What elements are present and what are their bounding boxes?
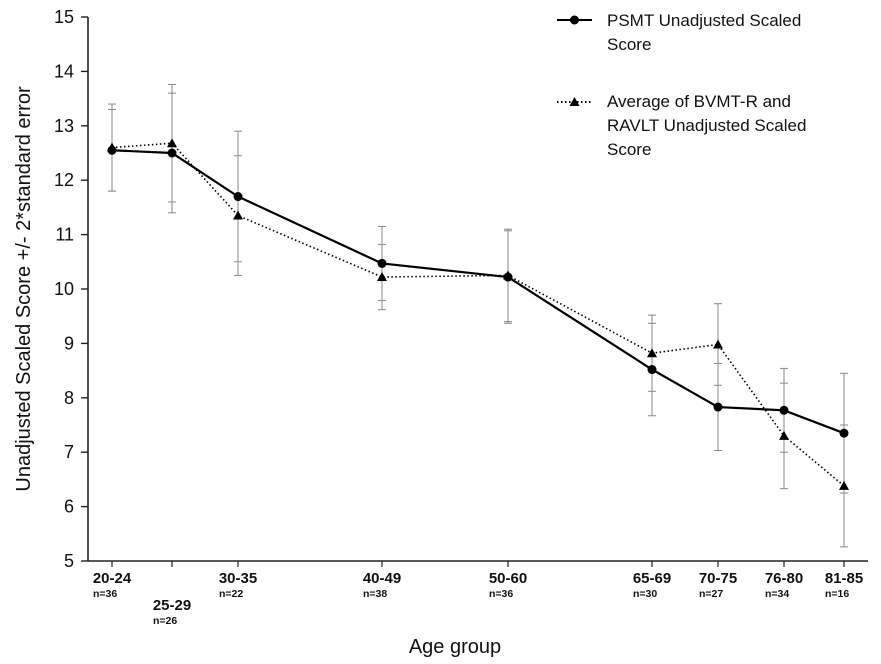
y-tick-label-9: 9: [64, 333, 74, 353]
n-label-30-35: n=22: [219, 588, 243, 600]
legend-label-psmt: PSMT Unadjusted Scaled Score: [607, 11, 806, 54]
y-tick-label-8: 8: [64, 388, 74, 408]
point-psmt-2: [233, 192, 243, 202]
series-markers: [107, 138, 849, 490]
x-tick-label-65-69: 65-69: [633, 570, 671, 587]
n-label-70-75: n=27: [699, 588, 723, 600]
x-tick-label-40-49: 40-49: [363, 570, 401, 587]
point-psmt-3: [377, 258, 387, 268]
legend-label-average: Average of BVMT-R and RAVLT Unadjusted S…: [607, 92, 811, 159]
legend-item-psmt: PSMT Unadjusted Scaled Score: [557, 11, 806, 54]
x-tick-label-76-80: 76-80: [765, 570, 803, 587]
legend-label-psmt-line-1: PSMT Unadjusted Scaled: [607, 11, 801, 30]
series-line-average: [111, 142, 845, 487]
legend-label-psmt-line-2: Score: [607, 35, 651, 54]
point-average-5: [647, 348, 657, 358]
n-label-25-29: n=26: [153, 615, 177, 627]
legend-label-average-line-2: RAVLT Unadjusted Scaled: [607, 116, 806, 135]
y-tick-label-14: 14: [54, 61, 74, 81]
point-average-6: [713, 339, 723, 349]
legend-label-average-line-1: Average of BVMT-R and: [607, 92, 791, 111]
point-average-3: [377, 272, 387, 282]
y-tick-label-10: 10: [54, 279, 74, 299]
x-tick-label-70-75: 70-75: [699, 570, 737, 587]
point-psmt-5: [647, 365, 657, 375]
legend-label-average-line-3: Score: [607, 140, 651, 159]
n-label-76-80: n=34: [765, 588, 789, 600]
point-average-8: [839, 480, 849, 490]
x-tick-label-25-29: 25-29: [153, 597, 191, 614]
y-tick-label-7: 7: [64, 442, 74, 462]
y-tick-label-11: 11: [55, 225, 74, 245]
y-axis-title: Unadjusted Scaled Score +/- 2*standard e…: [13, 86, 35, 492]
n-label-50-60: n=36: [489, 588, 513, 600]
legend-item-average: Average of BVMT-R and RAVLT Unadjusted S…: [557, 92, 811, 159]
point-psmt-1: [167, 148, 177, 158]
n-label-81-85: n=16: [825, 588, 849, 600]
y-tick-label-12: 12: [54, 170, 74, 190]
y-tick-label-15: 15: [54, 7, 74, 27]
error-bars: [108, 83, 848, 548]
y-tick-label-6: 6: [64, 497, 74, 517]
legend-marker-psmt: [570, 15, 579, 25]
legend-marker-average: [569, 97, 580, 106]
legend: PSMT Unadjusted Scaled Score Average of …: [557, 11, 811, 159]
point-average-1: [167, 138, 177, 148]
point-average-4: [503, 270, 513, 280]
y-axis-ticks: [81, 16, 845, 567]
n-label-40-49: n=38: [363, 588, 387, 600]
series-lines: [111, 142, 845, 487]
y-tick-label-5: 5: [64, 551, 74, 571]
series-line-psmt: [111, 149, 845, 435]
point-psmt-8: [839, 428, 849, 438]
x-axis-title: Age group: [409, 636, 501, 658]
x-tick-label-50-60: 50-60: [489, 570, 527, 587]
point-psmt-6: [713, 402, 723, 412]
x-tick-label-20-24: 20-24: [93, 570, 132, 587]
point-average-7: [779, 430, 789, 440]
point-average-2: [233, 210, 243, 220]
n-label-65-69: n=30: [633, 588, 657, 600]
point-psmt-7: [779, 405, 789, 415]
y-tick-labels: 5 6 7 8 9 10 11 12 13 14 15: [54, 7, 74, 571]
n-label-20-24: n=36: [93, 588, 117, 600]
x-tick-label-81-85: 81-85: [825, 570, 863, 587]
x-tick-labels: 20-24n=3625-29n=2630-35n=2240-49n=3850-6…: [93, 570, 863, 627]
x-tick-label-30-35: 30-35: [219, 570, 257, 587]
y-tick-label-13: 13: [54, 116, 74, 136]
point-average-0: [107, 142, 117, 152]
